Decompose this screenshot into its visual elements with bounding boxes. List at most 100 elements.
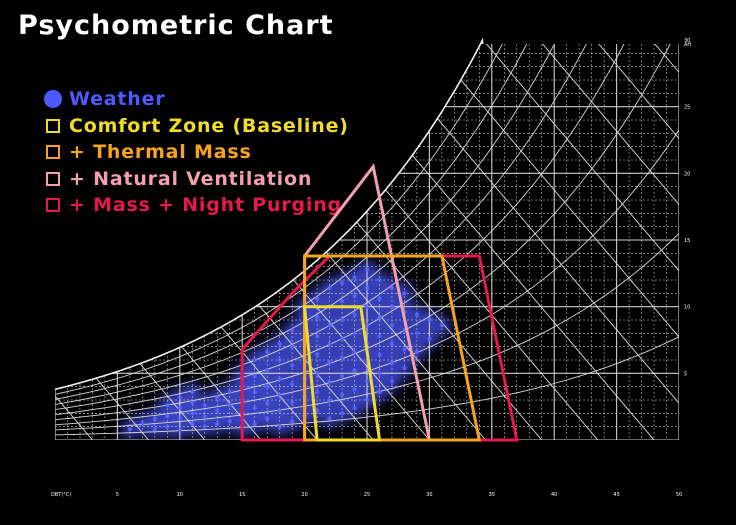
weather-point <box>190 411 195 416</box>
weather-point <box>264 384 270 389</box>
weather-point <box>339 392 345 397</box>
y-tick-label: 5 <box>684 371 687 377</box>
weather-point <box>414 312 420 317</box>
weather-point <box>377 333 382 339</box>
weather-point <box>364 379 370 384</box>
weather-point <box>364 323 370 328</box>
weather-point <box>389 379 395 384</box>
weather-point <box>140 421 145 427</box>
weather-point <box>389 304 395 309</box>
weather-point <box>364 285 370 291</box>
weather-point <box>277 408 282 413</box>
x-tick-label: 45 <box>613 492 619 498</box>
weather-point <box>389 360 395 365</box>
saturation-curve <box>54 37 484 391</box>
grid-line-wet-bulb <box>229 40 655 441</box>
legend-marker-weather <box>44 90 62 109</box>
weather-point <box>339 355 345 360</box>
weather-point <box>339 411 345 416</box>
y-tick-label: 10 <box>684 305 690 311</box>
weather-point <box>377 296 382 301</box>
weather-point <box>402 291 407 296</box>
weather-point <box>389 341 395 347</box>
x-tick-label: 35 <box>489 492 495 498</box>
weather-point <box>327 397 332 403</box>
weather-point <box>352 275 357 280</box>
weather-point <box>215 421 220 427</box>
weather-point <box>377 371 382 376</box>
y-tick-label: 30 <box>684 38 690 44</box>
weather-point <box>427 336 432 341</box>
weather-point <box>389 285 395 291</box>
grid-line-wet-bulb <box>341 40 679 441</box>
weather-point <box>152 427 158 432</box>
weather-point <box>427 317 432 323</box>
weather-point <box>289 419 295 424</box>
x-tick-label: 15 <box>239 492 245 498</box>
y-tick-label: 15 <box>684 238 690 244</box>
comfort-zones <box>240 163 519 442</box>
legend-item-natural-ventilation: + Natural Ventilation <box>46 166 349 193</box>
legend-marker-comfort-zone <box>46 118 60 133</box>
grid-line-rh <box>55 40 679 405</box>
weather-point <box>252 405 257 411</box>
weather-point <box>215 395 220 400</box>
weather-point <box>227 419 232 424</box>
weather-point <box>352 293 357 299</box>
x-tick-label: 25 <box>364 492 370 498</box>
weather-point <box>314 408 320 413</box>
legend-item-weather: Weather <box>44 86 349 113</box>
weather-point <box>364 397 370 403</box>
chart-title: Psychometric Chart <box>18 10 334 41</box>
weather-point <box>277 341 282 347</box>
weather-point <box>439 323 445 328</box>
weather-point <box>252 389 257 395</box>
weather-point <box>327 285 332 291</box>
legend-label-thermal-mass: + Thermal Mass <box>69 141 252 164</box>
weather-point <box>339 336 345 341</box>
grid-line-wet-bulb <box>510 40 679 441</box>
x-tick-label: DBT(°C) <box>51 492 71 498</box>
legend-item-thermal-mass: + Thermal Mass <box>46 139 349 166</box>
weather-point <box>339 280 345 285</box>
grid-line-wet-bulb <box>397 40 679 441</box>
weather-point <box>252 357 257 363</box>
weather-point <box>277 424 282 429</box>
weather-point <box>127 427 133 432</box>
grid-line-rh <box>55 40 679 395</box>
weather-point <box>277 392 282 397</box>
weather-density-cloud <box>120 260 451 439</box>
legend-item-comfort-zone: Comfort Zone (Baseline) <box>46 113 349 140</box>
weather-point <box>339 317 345 323</box>
weather-point <box>314 371 320 376</box>
weather-point <box>377 315 382 320</box>
weather-point <box>339 299 345 304</box>
weather-point <box>289 363 295 368</box>
grid-line-wet-bulb <box>622 40 679 441</box>
weather-point <box>314 389 320 395</box>
weather-point <box>314 352 320 357</box>
weather-point <box>177 395 182 400</box>
grid-line-rh <box>55 233 679 431</box>
weather-point <box>252 373 257 379</box>
weather-point <box>264 416 270 421</box>
y-tick-label: 25 <box>684 105 690 111</box>
weather-point <box>264 400 270 405</box>
weather-point <box>152 416 158 421</box>
weather-point <box>277 357 282 363</box>
weather-point <box>377 352 382 357</box>
weather-point <box>190 421 195 427</box>
weather-point <box>352 312 357 317</box>
grid-line-wet-bulb <box>55 40 93 441</box>
weather-point <box>314 315 320 320</box>
weather-point <box>264 349 270 355</box>
weather-point <box>165 403 170 408</box>
weather-point <box>165 413 170 419</box>
weather-point <box>352 387 357 392</box>
weather-point <box>289 400 295 405</box>
grid-line-rh <box>55 129 679 426</box>
weather-point <box>339 373 345 379</box>
weather-point <box>227 403 232 408</box>
